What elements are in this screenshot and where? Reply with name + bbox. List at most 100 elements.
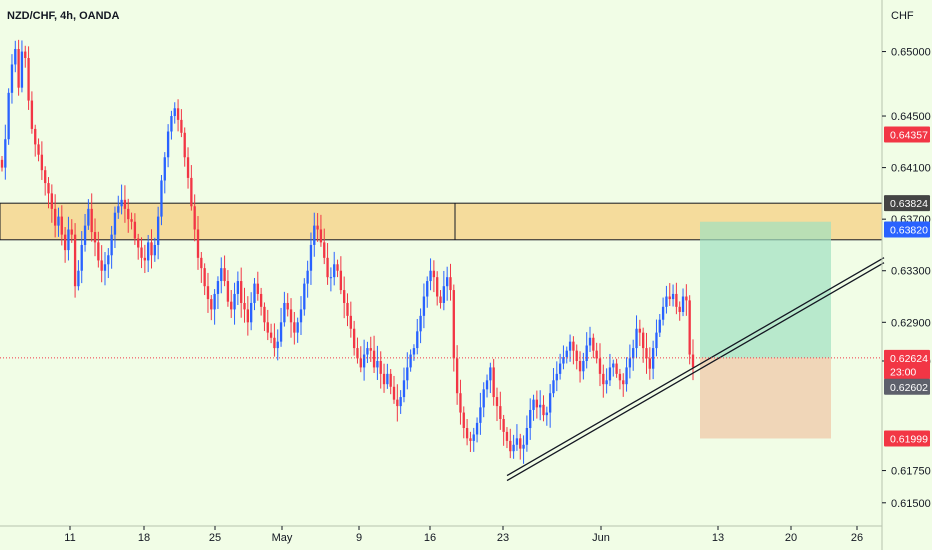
candle — [73, 223, 77, 298]
candle — [605, 368, 608, 394]
candle-body — [638, 328, 642, 333]
candle-body — [691, 354, 695, 368]
candle-body — [243, 302, 246, 310]
candle — [382, 363, 386, 393]
candle — [542, 395, 545, 422]
candle — [389, 369, 392, 395]
candle — [93, 218, 97, 257]
trendline-upper[interactable] — [506, 257, 885, 477]
trendline-lower[interactable] — [506, 262, 885, 482]
candle-body — [635, 328, 638, 349]
candle-body — [24, 51, 27, 59]
price-tick-label: 0.64500 — [891, 111, 931, 123]
candle — [10, 54, 14, 104]
candle — [356, 337, 359, 364]
candle-body — [336, 264, 339, 271]
candle — [53, 194, 57, 238]
candle — [117, 195, 120, 219]
candle — [309, 232, 313, 285]
candle-body — [349, 315, 352, 329]
candle-body — [362, 354, 366, 368]
candle-body — [592, 337, 595, 351]
candle-body — [7, 92, 10, 140]
candle-body — [482, 389, 485, 408]
candle-body — [598, 358, 602, 374]
candle-body — [273, 337, 276, 349]
price-tag: 0.63820 — [884, 221, 930, 238]
candle — [243, 287, 246, 323]
candle-body — [230, 301, 233, 310]
time-axis[interactable]: 11 18 25 May 9 16 23 Jun 13 20 26 — [64, 526, 863, 544]
candle — [482, 382, 485, 418]
candle — [545, 406, 548, 426]
candle — [343, 276, 346, 319]
candle-body — [436, 277, 439, 297]
candle-body — [313, 225, 316, 245]
candle — [399, 390, 402, 414]
long-position-loss-zone[interactable] — [700, 357, 831, 439]
candle — [645, 332, 648, 374]
candle — [103, 252, 107, 286]
candle — [369, 336, 372, 362]
long-position-profit-zone[interactable] — [700, 221, 831, 358]
candle-body — [87, 208, 90, 226]
price-tag-label: 0.62624 — [890, 353, 928, 365]
candle-body — [117, 206, 120, 213]
candle — [220, 257, 223, 294]
candle-body — [548, 393, 552, 413]
candle — [565, 346, 568, 364]
candle-body — [240, 281, 243, 303]
candle-body — [602, 373, 605, 385]
candle — [509, 428, 512, 459]
candle — [661, 297, 665, 326]
candle — [406, 352, 409, 390]
candle — [618, 368, 622, 390]
candle-body — [502, 418, 505, 432]
candle-body — [432, 270, 436, 278]
candle — [63, 227, 67, 263]
candle — [588, 326, 592, 353]
candle-body — [439, 296, 442, 303]
candle — [4, 124, 7, 180]
candle — [170, 110, 173, 140]
candle — [602, 364, 605, 398]
candle — [578, 351, 582, 383]
candle-body — [266, 322, 269, 333]
candle — [396, 384, 399, 422]
candle-body — [67, 229, 70, 251]
price-tag-background — [884, 221, 930, 238]
candle-body — [97, 242, 100, 261]
price-tag: 0.64357 — [884, 126, 930, 143]
time-tick-label: 23 — [497, 532, 509, 544]
candle — [642, 327, 645, 363]
candle — [499, 391, 502, 430]
candle — [419, 308, 422, 344]
candle-body — [542, 404, 545, 416]
candle-body — [20, 51, 24, 88]
candle — [200, 252, 203, 283]
candle — [156, 206, 160, 260]
candle-body — [429, 270, 432, 282]
candle-body — [90, 208, 93, 233]
candle-body — [233, 293, 236, 310]
candle-body — [376, 360, 379, 368]
candle — [592, 333, 595, 359]
candle — [495, 387, 499, 422]
candle-body — [519, 438, 522, 449]
candle — [83, 213, 87, 252]
candle-body — [515, 438, 519, 445]
candle-body — [372, 350, 376, 368]
candle-body — [568, 341, 572, 351]
candle-body — [658, 319, 661, 333]
candle-body — [156, 216, 160, 245]
candle — [608, 353, 612, 387]
candle — [223, 255, 226, 287]
candle — [186, 147, 190, 189]
candle-body — [529, 409, 532, 429]
candle-body — [286, 302, 289, 310]
candle-body — [671, 293, 675, 300]
candle — [240, 267, 243, 318]
candle — [638, 319, 642, 346]
candle-body — [80, 244, 83, 271]
